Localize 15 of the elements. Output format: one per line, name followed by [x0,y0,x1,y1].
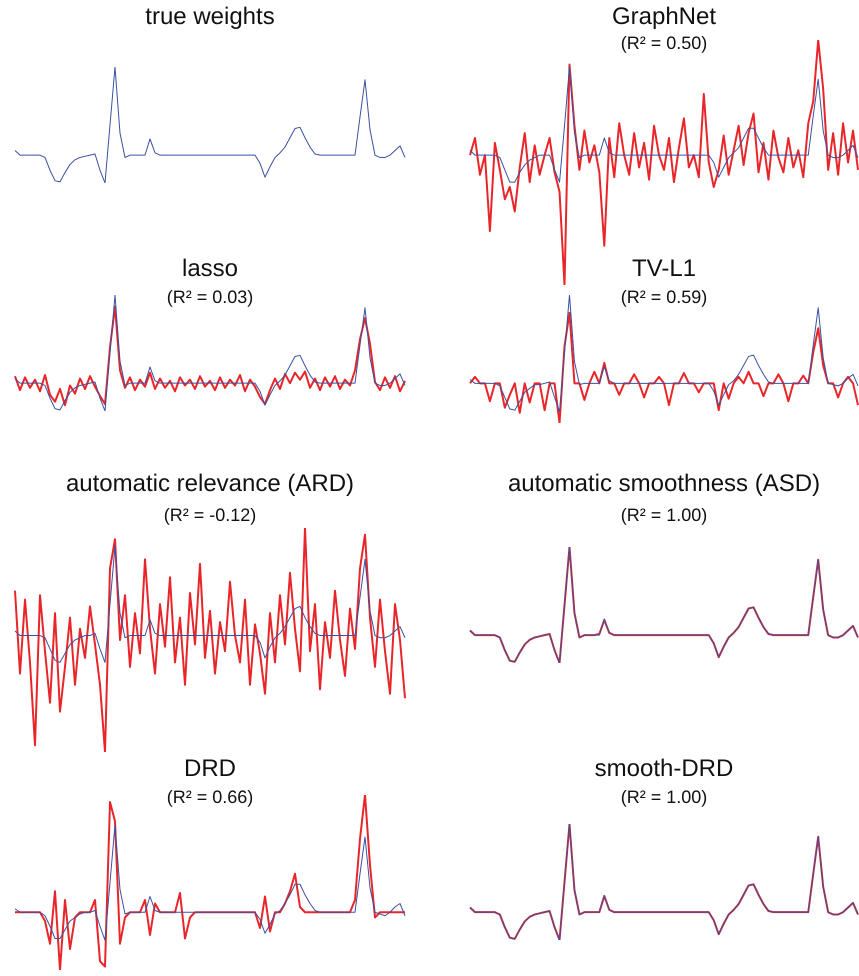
chart-title: lasso [180,255,240,283]
chart-title: automatic smoothness (ASD) [506,470,822,498]
chart-subtitle: (R² = -0.12) [162,505,258,526]
chart-title: automatic relevance (ARD) [64,470,356,498]
chart-subtitle: (R² = 1.00) [620,787,708,808]
chart-title: smooth-DRD [594,755,734,783]
chart-subtitle: (R² = 0.50) [620,33,708,54]
chart-title: true weights [144,3,276,31]
chart-subtitle: (R² = 1.00) [620,505,708,526]
chart-subtitle: (R² = 0.66) [166,787,254,808]
chart-title: TV-L1 [630,255,698,283]
chart-subtitle: (R² = 0.59) [620,287,708,308]
chart-title: GraphNet [610,3,718,31]
chart-title: DRD [183,755,237,783]
chart-subtitle: (R² = 0.03) [166,287,254,308]
